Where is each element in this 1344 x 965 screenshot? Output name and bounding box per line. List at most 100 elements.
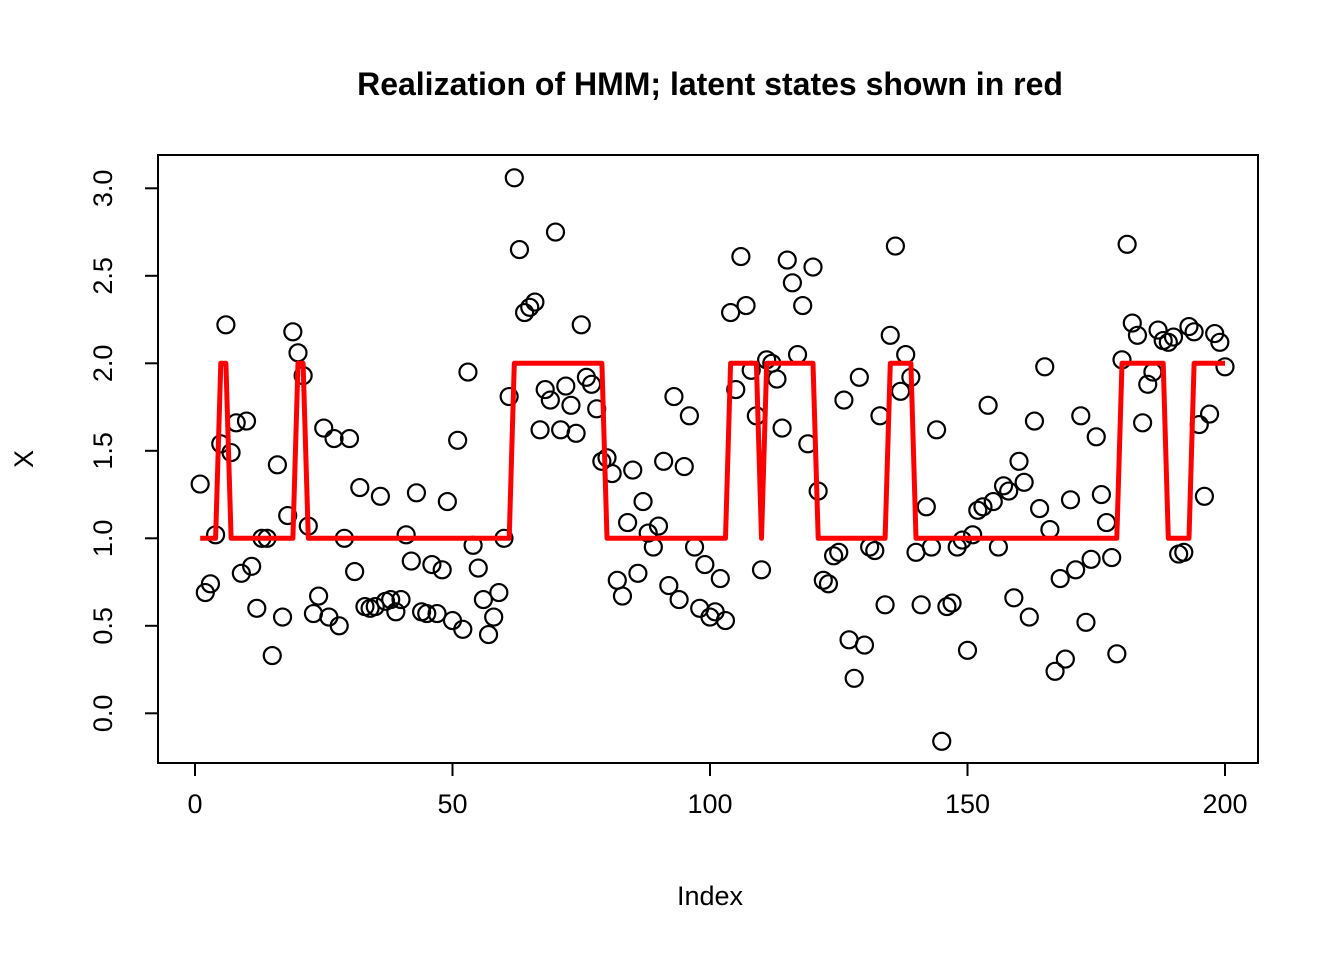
observation-point: [303, 603, 324, 624]
y-tick-label: 0.5: [88, 607, 118, 645]
observation-point: [1060, 490, 1081, 510]
observation-point: [437, 491, 457, 512]
observation-point: [592, 451, 612, 471]
observation-point: [520, 297, 540, 317]
observation-point: [262, 645, 282, 666]
observation-point: [1138, 374, 1158, 394]
plot-title: Realization of HMM; latent states shown …: [357, 66, 1063, 102]
observation-point: [530, 420, 550, 440]
observation-point: [396, 525, 416, 545]
observation-point: [1071, 406, 1091, 426]
observation-point: [365, 596, 385, 617]
observation-point: [1184, 322, 1204, 342]
observation-point: [844, 668, 864, 688]
observation-point: [324, 428, 344, 449]
observation-point: [499, 386, 519, 407]
latent-state-line: [200, 360, 1225, 541]
observation-point: [720, 302, 741, 323]
y-tick-label: 1.0: [88, 520, 118, 558]
observation-point: [731, 246, 751, 267]
x-axis: 0 50 100 150 200: [187, 763, 1248, 819]
observation-point: [854, 635, 875, 655]
observation-point: [813, 570, 833, 590]
observation-point: [272, 607, 293, 627]
observation-point: [1215, 357, 1235, 377]
y-tick-label: 2.0: [88, 345, 118, 383]
observation-point: [1014, 472, 1034, 492]
observation-point: [1004, 588, 1024, 608]
observation-point: [710, 568, 730, 589]
latent-state-polyline: [200, 360, 1225, 541]
observation-point: [684, 537, 705, 557]
observation-point: [200, 574, 221, 594]
observation-point: [1035, 357, 1055, 377]
observation-point: [736, 295, 756, 316]
observation-point: [1122, 313, 1142, 333]
observation-point: [772, 418, 792, 438]
observation-point: [988, 537, 1009, 557]
y-tick-label: 2.5: [88, 257, 118, 295]
observation-point: [1040, 519, 1060, 540]
observation-point: [623, 460, 643, 480]
scatter-points: [190, 168, 1235, 751]
observation-point: [453, 619, 473, 639]
observation-point: [782, 273, 803, 293]
observation-point: [823, 546, 844, 566]
observation-point: [504, 168, 524, 188]
observation-point: [664, 386, 684, 407]
observation-point: [803, 257, 823, 277]
observation-point: [1174, 542, 1194, 562]
observation-point: [350, 477, 370, 498]
observation-point: [690, 598, 710, 618]
observation-point: [705, 602, 725, 622]
observation-point: [329, 616, 349, 636]
observation-point: [406, 483, 427, 503]
observation-point: [865, 540, 885, 561]
observation-point: [1091, 484, 1112, 505]
observation-point: [916, 497, 936, 517]
observation-point: [983, 491, 1003, 512]
plot-box: [157, 154, 1259, 764]
observation-point: [793, 295, 813, 316]
observation-point: [468, 558, 488, 578]
observation-point: [849, 367, 869, 387]
observation-point: [968, 500, 988, 520]
observation-point: [978, 395, 998, 415]
observation-point: [973, 497, 993, 517]
observation-point: [957, 640, 978, 660]
observation-point: [1148, 320, 1168, 340]
observation-point: [1158, 332, 1178, 352]
observation-point: [674, 456, 694, 477]
observation-point: [834, 390, 854, 410]
observation-point: [767, 369, 787, 389]
observation-point: [890, 381, 911, 401]
observation-point: [926, 420, 947, 440]
observation-point: [442, 610, 463, 631]
observation-point: [551, 420, 571, 440]
observation-point: [1029, 498, 1050, 519]
observation-point: [386, 602, 406, 622]
observation-point: [911, 595, 931, 615]
observation-point: [648, 516, 669, 536]
observation-point: [777, 250, 797, 270]
observation-point: [715, 610, 736, 631]
observation-point: [561, 395, 581, 415]
observation-point: [314, 418, 334, 438]
observation-point: [1194, 486, 1215, 506]
observation-point: [1019, 607, 1039, 627]
observation-point: [556, 376, 576, 396]
observation-point: [247, 598, 267, 618]
observation-point: [236, 411, 257, 431]
observation-point: [231, 563, 251, 583]
observation-point: [1210, 332, 1230, 352]
observation-point: [654, 451, 674, 471]
observation-point: [829, 542, 849, 562]
observation-point: [1127, 325, 1148, 345]
observation-point: [999, 481, 1019, 501]
observation-point: [319, 607, 339, 627]
observation-point: [607, 570, 627, 590]
observation-point: [478, 624, 499, 645]
observation-point: [1096, 512, 1117, 533]
